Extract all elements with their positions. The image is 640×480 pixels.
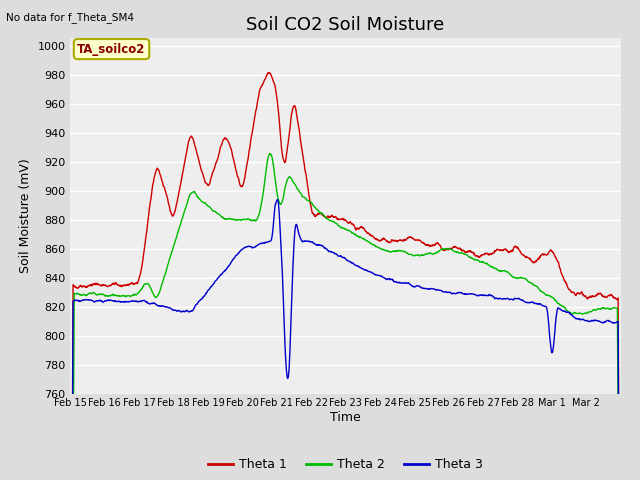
Title: Soil CO2 Soil Moisture: Soil CO2 Soil Moisture [246,16,445,34]
Line: Theta 2: Theta 2 [70,154,621,480]
Y-axis label: Soil Moisture (mV): Soil Moisture (mV) [19,158,32,274]
Theta 1 [189,135,196,141]
Line: Theta 3: Theta 3 [70,200,621,480]
Theta 1 [431,241,439,247]
Theta 3 [431,287,439,292]
Theta 1 [264,70,272,75]
Theta 2 [175,224,183,230]
Theta 2 [504,269,511,275]
Legend: Theta 1, Theta 2, Theta 3: Theta 1, Theta 2, Theta 3 [203,453,488,476]
Theta 2 [431,251,439,256]
Theta 1 [552,254,559,260]
Theta 2 [552,298,559,304]
Text: TA_soilco2: TA_soilco2 [77,43,146,56]
Theta 3 [250,244,258,250]
Theta 1 [175,188,183,193]
Theta 3 [175,308,183,314]
Theta 2 [266,151,273,156]
X-axis label: Time: Time [330,411,361,424]
Theta 1 [504,247,511,253]
Line: Theta 1: Theta 1 [70,72,621,480]
Theta 2 [189,190,196,195]
Theta 2 [250,217,258,223]
Theta 1 [250,116,258,122]
Theta 3 [552,317,559,323]
Text: No data for f_Theta_SM4: No data for f_Theta_SM4 [6,12,134,23]
Theta 3 [504,296,511,301]
Theta 3 [189,308,196,313]
Theta 3 [273,197,281,203]
